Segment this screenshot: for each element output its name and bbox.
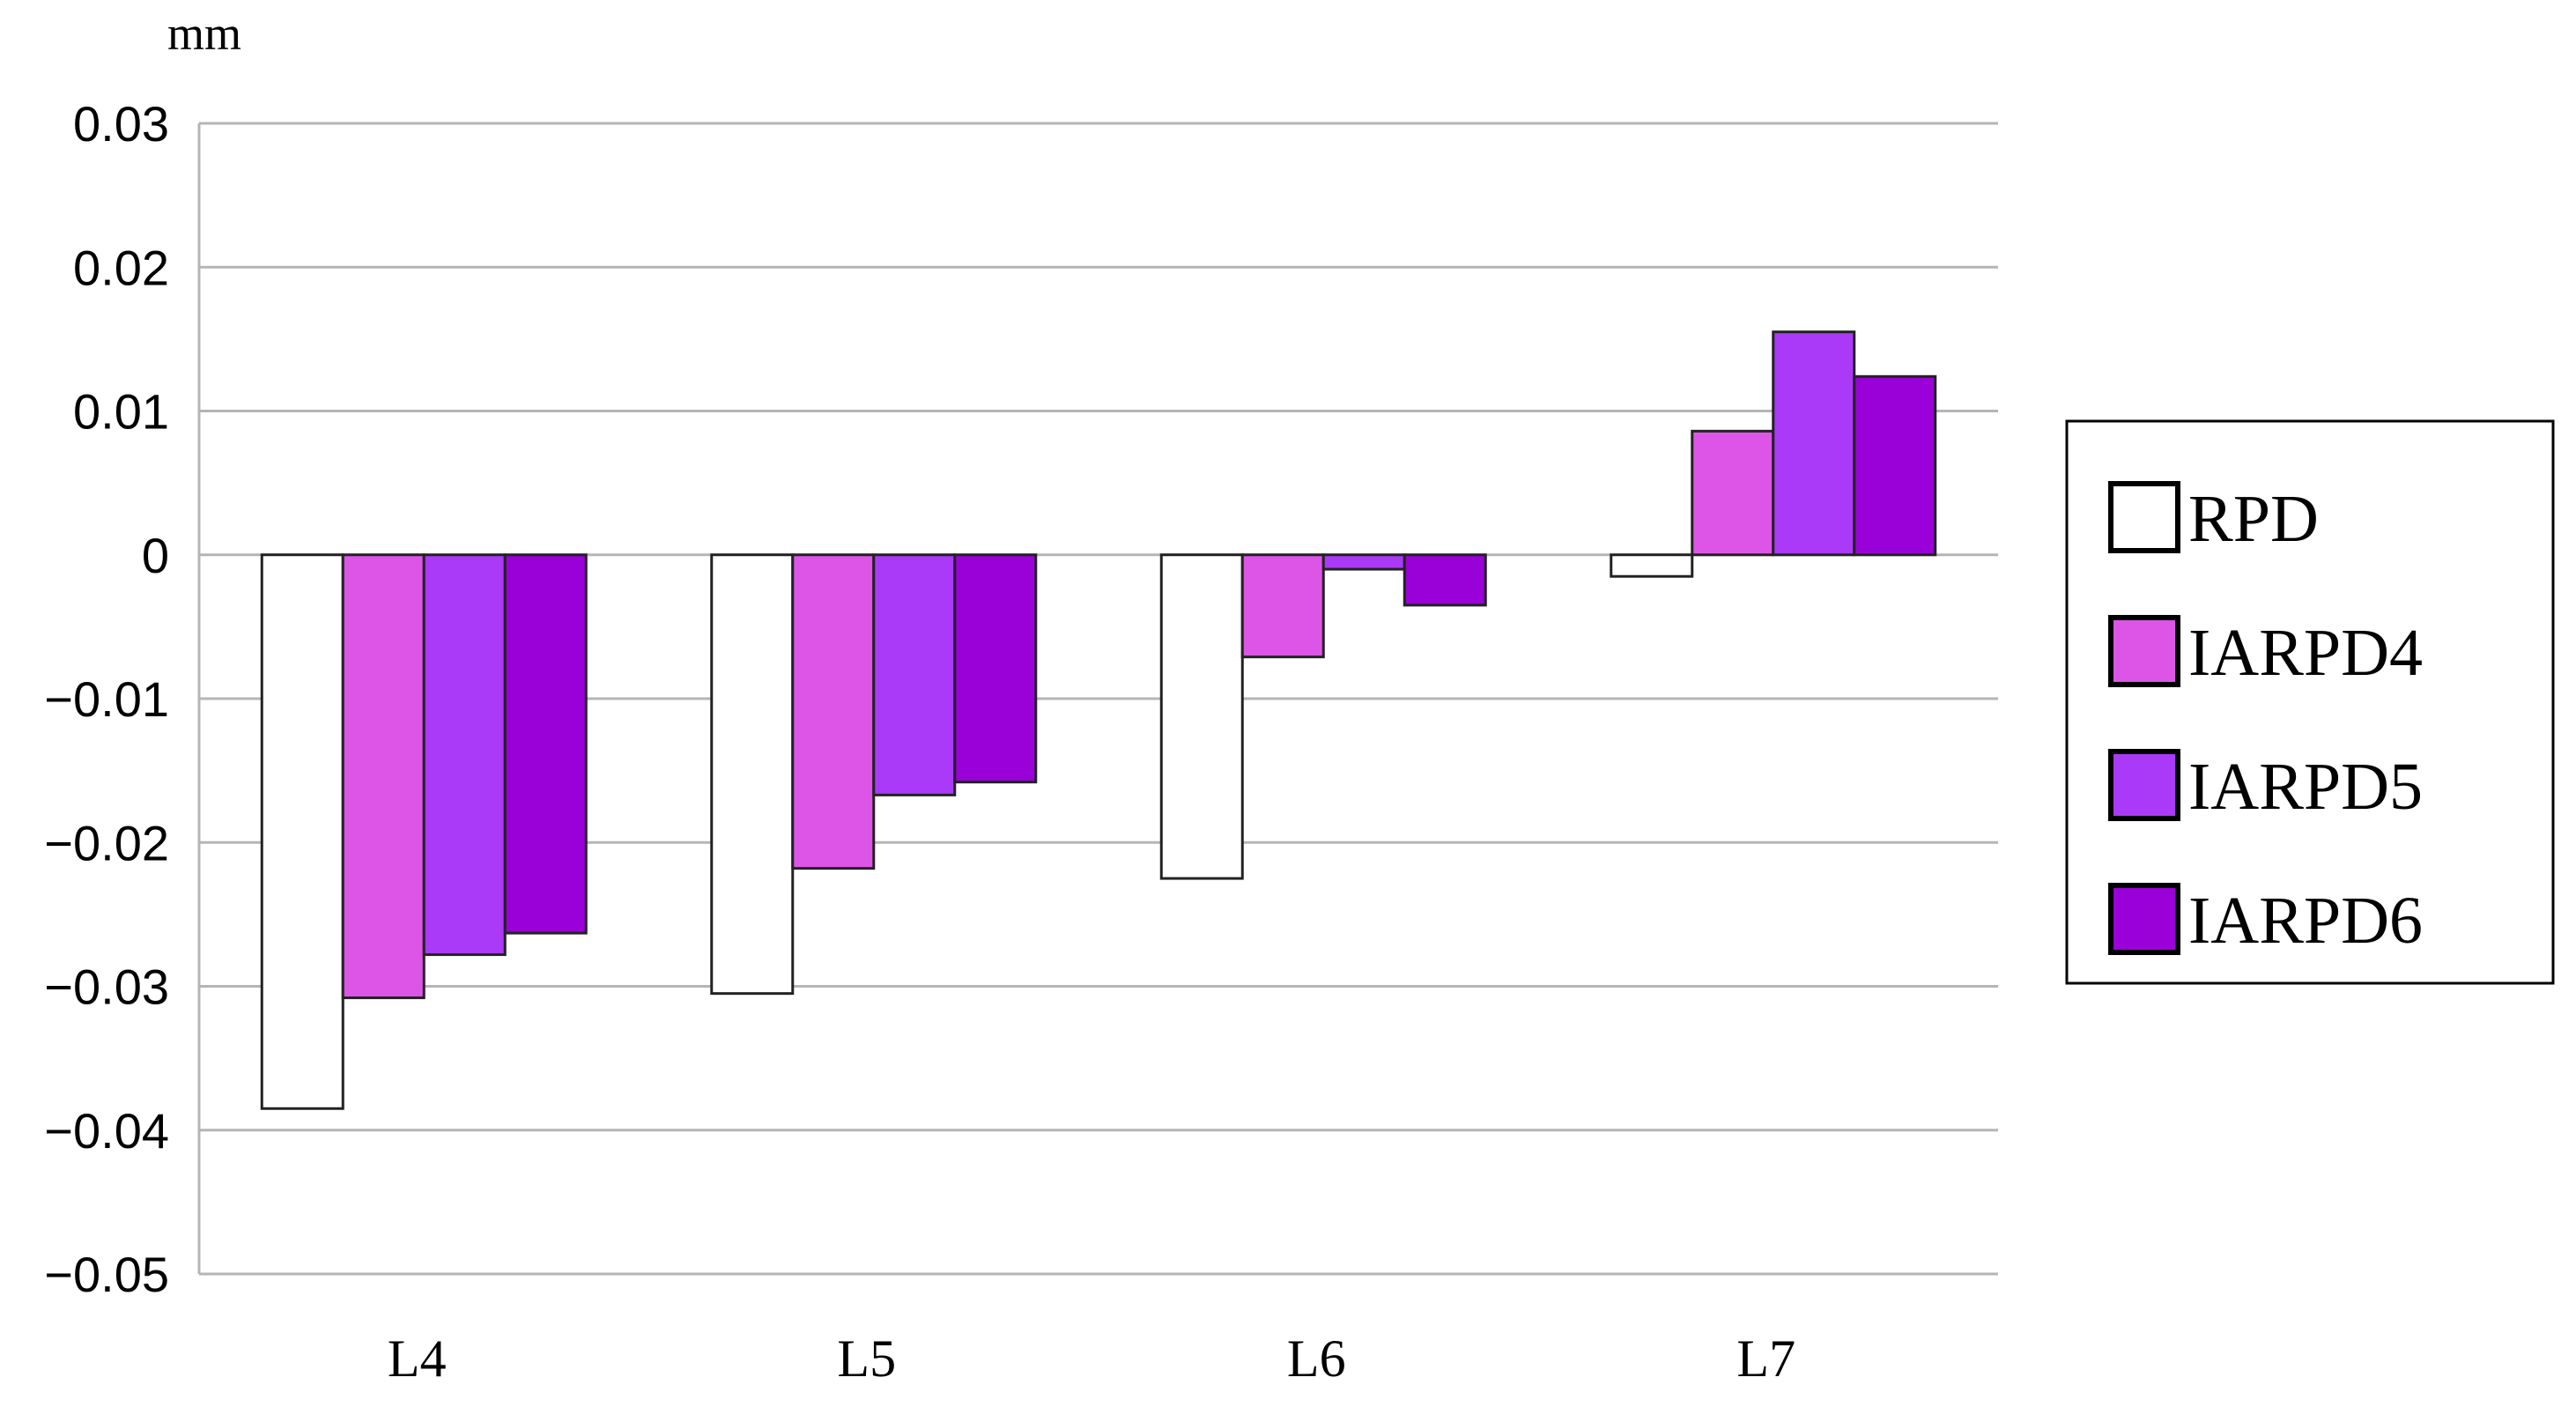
bar-iarpd6-l6 (1403, 553, 1487, 607)
x-category-label: L6 (1287, 1329, 1346, 1388)
bar-iarpd4-l5 (791, 553, 876, 870)
x-category-label: L5 (837, 1329, 896, 1388)
legend-swatch-rpd (2108, 481, 2180, 553)
legend-swatch-iarpd4 (2108, 615, 2180, 687)
legend-label-rpd: RPD (2188, 482, 2319, 556)
y-tick-label: −0.05 (44, 1247, 169, 1302)
bar-iarpd4-l7 (1691, 429, 1775, 557)
bar-iarpd5-l4 (422, 553, 507, 957)
y-tick-label: 0.01 (73, 384, 169, 440)
bar-iarpd4-l6 (1240, 553, 1325, 659)
legend-label-iarpd6: IARPD6 (2188, 884, 2423, 958)
bar-iarpd6-l5 (953, 553, 1038, 784)
y-tick-label: −0.02 (44, 815, 169, 870)
y-tick-label: 0.02 (73, 240, 169, 295)
bars (260, 330, 1937, 1110)
legend-label-iarpd5: IARPD5 (2188, 750, 2423, 824)
y-tick-label: −0.01 (44, 671, 169, 727)
y-axis-ticks: 0.03 0.02 0.01 0 −0.01 −0.02 −0.03 −0.04 −0.05 (44, 96, 169, 1302)
bar-rpd-l4 (260, 553, 344, 1110)
y-tick-label: 0 (142, 528, 169, 583)
y-tick-label: 0.03 (73, 96, 169, 152)
bar-rpd-l7 (1610, 553, 1694, 578)
x-axis-categories: L4 L5 L6 L7 (388, 1329, 1795, 1388)
x-category-label: L4 (388, 1329, 447, 1388)
legend: RPD IARPD4 IARPD5 IARPD6 (2065, 419, 2555, 985)
bar-iarpd5-l5 (872, 553, 957, 796)
bar-rpd-l6 (1159, 553, 1244, 880)
y-axis-unit-label: mm (167, 7, 241, 60)
y-tick-label: −0.04 (44, 1103, 169, 1159)
bar-iarpd5-l7 (1772, 330, 1856, 557)
bar-iarpd4-l4 (341, 553, 426, 1000)
y-tick-label: −0.03 (44, 959, 169, 1015)
bar-iarpd6-l4 (503, 553, 588, 935)
x-category-label: L7 (1736, 1329, 1795, 1388)
legend-swatch-iarpd5 (2108, 749, 2180, 821)
bar-rpd-l5 (710, 553, 795, 996)
legend-swatch-iarpd6 (2108, 883, 2180, 955)
legend-label-iarpd4: IARPD4 (2188, 616, 2423, 690)
bar-iarpd5-l6 (1321, 553, 1406, 571)
bar-iarpd6-l7 (1853, 374, 1937, 557)
